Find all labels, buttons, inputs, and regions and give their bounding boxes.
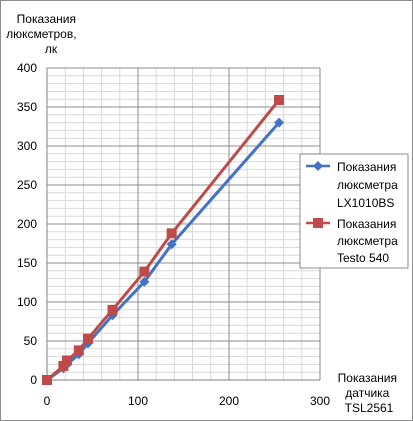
legend-box: [299, 153, 409, 269]
y-tick-label: 350: [17, 100, 37, 114]
data-point: [107, 304, 118, 315]
data-point: [62, 355, 73, 366]
y-tick-label: 150: [17, 256, 37, 270]
x-tick-label: 300: [310, 394, 330, 408]
legend-label-series-1: Показания люксметра LX1010BS: [337, 160, 401, 210]
y-tick-label: 400: [17, 61, 37, 75]
x-tick-label: 100: [128, 394, 148, 408]
x-axis-label: Показания датчика TSL2561: [338, 371, 401, 415]
y-tick-label: 300: [17, 139, 37, 153]
data-point: [139, 276, 150, 287]
data-point: [166, 228, 177, 239]
data-point: [139, 266, 150, 277]
data-point: [82, 333, 93, 344]
data-point: [42, 375, 52, 385]
y-tick-label: 250: [17, 178, 37, 192]
y-tick-label: 100: [17, 295, 37, 309]
diamond-marker-icon: [313, 161, 323, 171]
legend-entry-series-2: Показания люксметра Testo 540: [306, 217, 401, 265]
square-marker-icon: [313, 218, 323, 228]
x-tick-labels: 0 100 200 300: [44, 394, 331, 408]
y-tick-label: 0: [30, 373, 37, 387]
x-tick-label: 0: [44, 394, 51, 408]
data-point: [274, 117, 285, 128]
y-tick-labels: 0 50 100 150 200 250 300 350 400: [17, 61, 37, 387]
legend: Показания люксметра LX1010BS Показания л…: [299, 153, 409, 269]
series-2: [42, 94, 285, 385]
data-point: [73, 345, 84, 356]
x-tick-label: 200: [219, 394, 239, 408]
y-tick-label: 50: [24, 334, 38, 348]
y-axis-label: Показания люксметров, лк: [6, 12, 80, 56]
y-tick-label: 200: [17, 217, 37, 231]
data-point: [166, 239, 177, 250]
axes: [43, 68, 320, 384]
legend-entry-series-1: Показания люксметра LX1010BS: [306, 160, 401, 210]
data-series: [42, 94, 285, 385]
data-point: [58, 360, 69, 371]
data-point: [274, 94, 285, 105]
legend-label-series-2: Показания люксметра Testo 540: [337, 217, 401, 265]
